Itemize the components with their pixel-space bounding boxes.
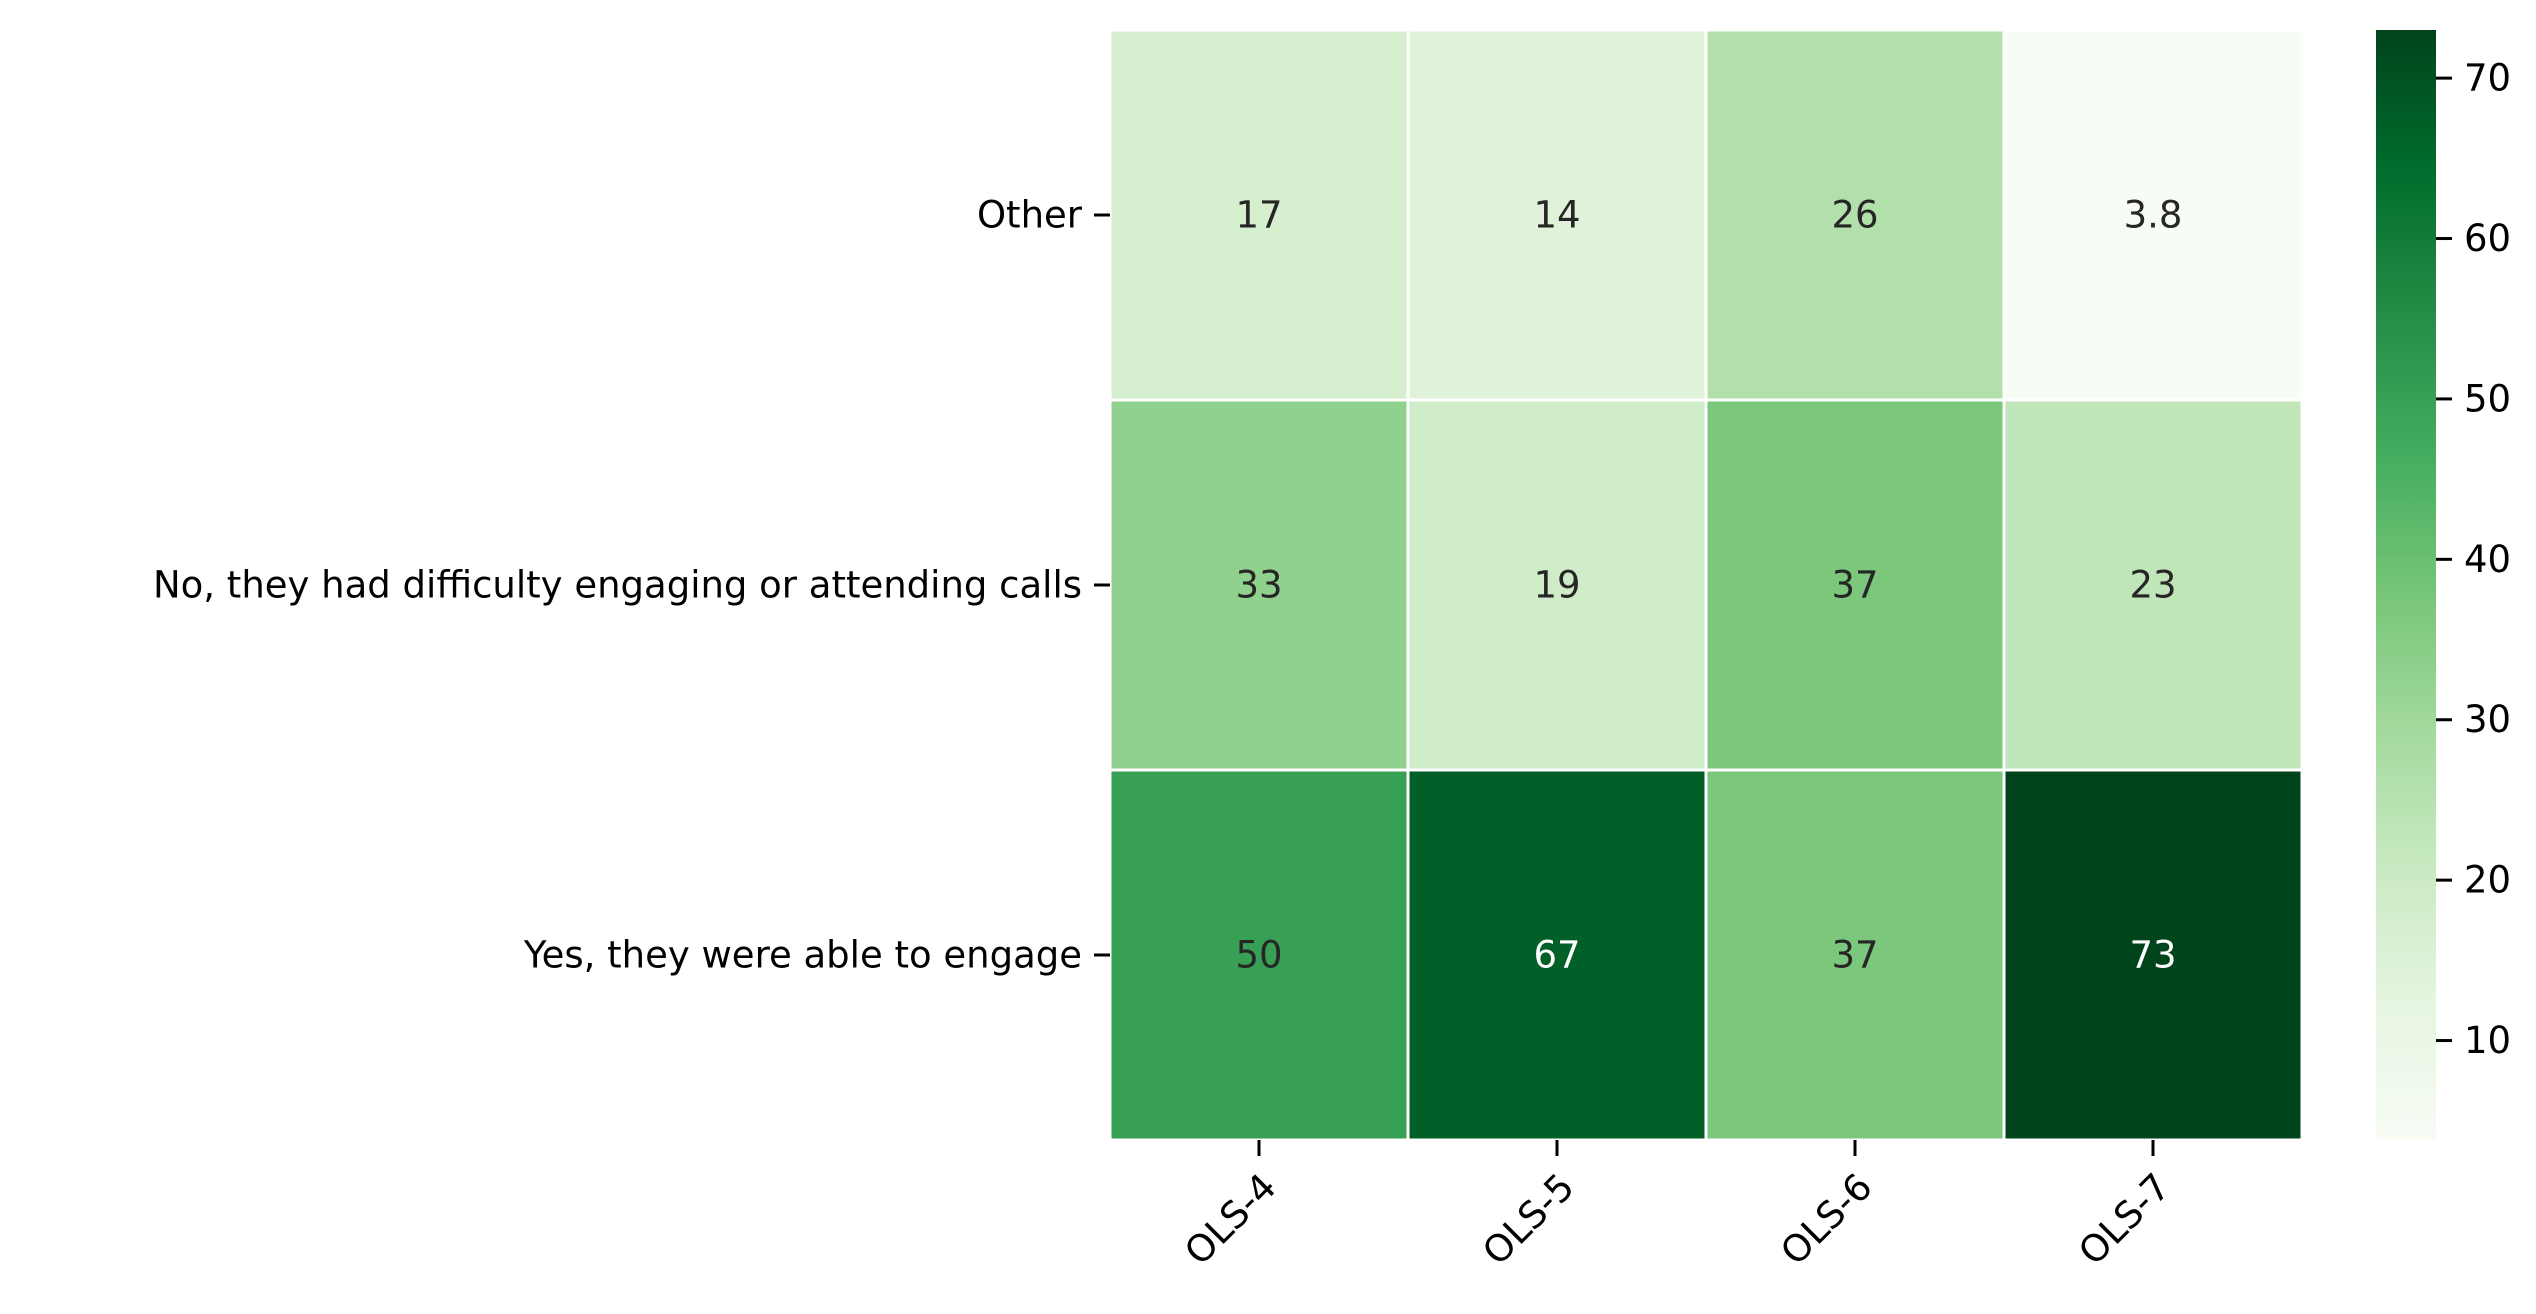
cell-value-label: 23 [2129,564,2176,607]
colorbar-tick-label: 20 [2464,859,2511,902]
cell-value-label: 26 [1831,194,1878,237]
x-tick-label: OLS-4 [1176,1165,1284,1273]
cell-value-label: 19 [1533,564,1580,607]
heatmap-cell [1406,398,1708,772]
colorbar-tick-label: 60 [2464,217,2511,260]
cell-value-label: 3.8 [2124,194,2183,237]
heatmap-cell [1108,398,1410,772]
heatmap-cell [1406,768,1708,1142]
heatmap-cell [1704,28,2006,402]
cell-value-label: 67 [1533,934,1580,977]
colorbar: 10 20 30 40 50 60 70 [2376,30,2511,1140]
y-tick-label: Other [977,194,1083,237]
heatmap-cell [2002,28,2304,402]
cell-value-label: 33 [1235,564,1282,607]
cell-value-label: 14 [1533,194,1580,237]
colorbar-gradient [2376,30,2436,1140]
x-axis: OLS-4 OLS-5 OLS-6 OLS-7 [1176,1140,2179,1273]
cell-value-label: 50 [1235,934,1282,977]
heatmap-cell [1406,28,1708,402]
x-tick-label: OLS-7 [2070,1165,2178,1273]
colorbar-tick-label: 40 [2464,538,2511,581]
heatmap-cell-labels: 17 14 26 3.8 33 19 37 23 50 67 37 73 [1235,194,2182,977]
x-tick-label: OLS-5 [1474,1165,1582,1273]
colorbar-tick-label: 70 [2464,57,2511,100]
heatmap-cells [1108,28,2304,1142]
colorbar-tick-label: 10 [2464,1019,2511,1062]
y-axis: Other No, they had difficulty engaging or… [153,194,1110,977]
y-tick-label: No, they had difficulty engaging or atte… [153,564,1082,607]
colorbar-tick-label: 50 [2464,377,2511,420]
heatmap-cell [2002,398,2304,772]
colorbar-ticks: 10 20 30 40 50 60 70 [2436,57,2511,1062]
x-tick-label: OLS-6 [1772,1165,1880,1273]
cell-value-label: 73 [2129,934,2176,977]
cell-value-label: 37 [1831,564,1878,607]
y-tick-label: Yes, they were able to engage [523,934,1082,977]
cell-value-label: 37 [1831,934,1878,977]
cell-value-label: 17 [1235,194,1282,237]
heatmap-cell [2002,768,2304,1142]
heatmap-cell [1108,28,1410,402]
colorbar-tick-label: 30 [2464,698,2511,741]
